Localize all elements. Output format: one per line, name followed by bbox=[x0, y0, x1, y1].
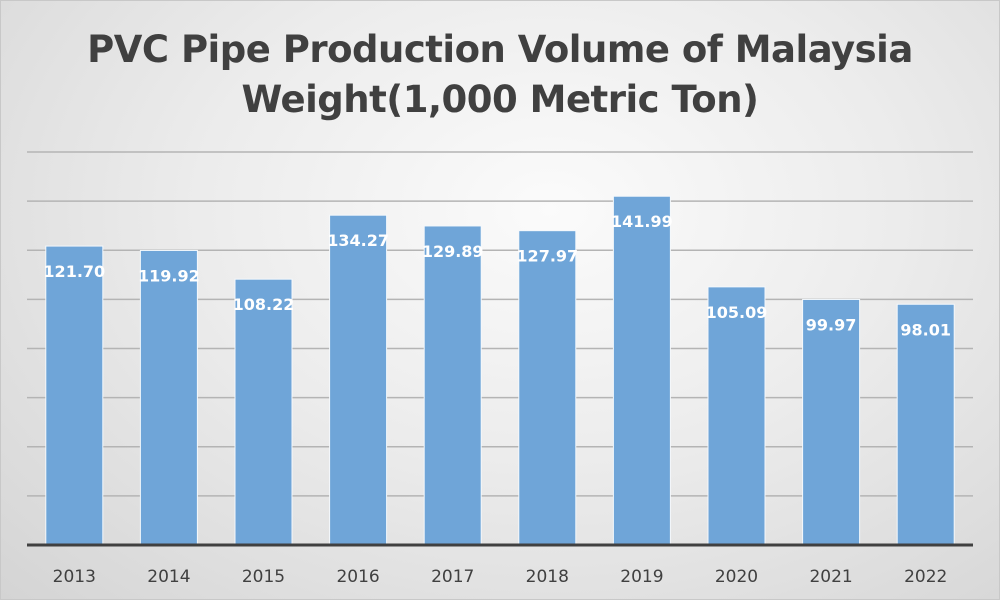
x-tick-label: 2018 bbox=[526, 567, 569, 587]
data-label: 119.92 bbox=[138, 266, 200, 285]
data-label: 134.27 bbox=[327, 231, 389, 250]
x-tick-label: 2017 bbox=[431, 567, 474, 587]
x-tick-label: 2013 bbox=[53, 567, 96, 587]
data-label: 129.89 bbox=[422, 242, 484, 261]
data-label: 99.97 bbox=[806, 315, 857, 334]
bar bbox=[896, 303, 955, 546]
x-tick-label: 2015 bbox=[242, 567, 285, 587]
bar bbox=[802, 298, 861, 546]
data-label: 141.99 bbox=[611, 212, 673, 231]
x-tick-label: 2020 bbox=[715, 567, 758, 587]
data-label: 121.70 bbox=[43, 262, 105, 281]
x-tick-label: 2022 bbox=[904, 567, 947, 587]
chart-title: PVC Pipe Production Volume of Malaysia bbox=[87, 28, 913, 71]
bar bbox=[612, 195, 671, 546]
x-tick-label: 2016 bbox=[336, 567, 379, 587]
data-label: 108.22 bbox=[233, 295, 295, 314]
bar bbox=[234, 278, 293, 546]
bar bbox=[423, 225, 482, 546]
x-tick-label: 2019 bbox=[620, 567, 663, 587]
data-label: 127.97 bbox=[516, 247, 578, 266]
data-label: 105.09 bbox=[706, 303, 768, 322]
bar bbox=[45, 245, 104, 546]
x-tick-label: 2021 bbox=[809, 567, 852, 587]
x-tick-label: 2014 bbox=[147, 567, 190, 587]
bar bbox=[139, 249, 198, 546]
bar bbox=[518, 230, 577, 546]
data-label: 98.01 bbox=[900, 320, 951, 339]
chart-subtitle: Weight(1,000 Metric Ton) bbox=[241, 78, 759, 121]
bar bbox=[329, 214, 388, 546]
bar bbox=[707, 286, 766, 546]
